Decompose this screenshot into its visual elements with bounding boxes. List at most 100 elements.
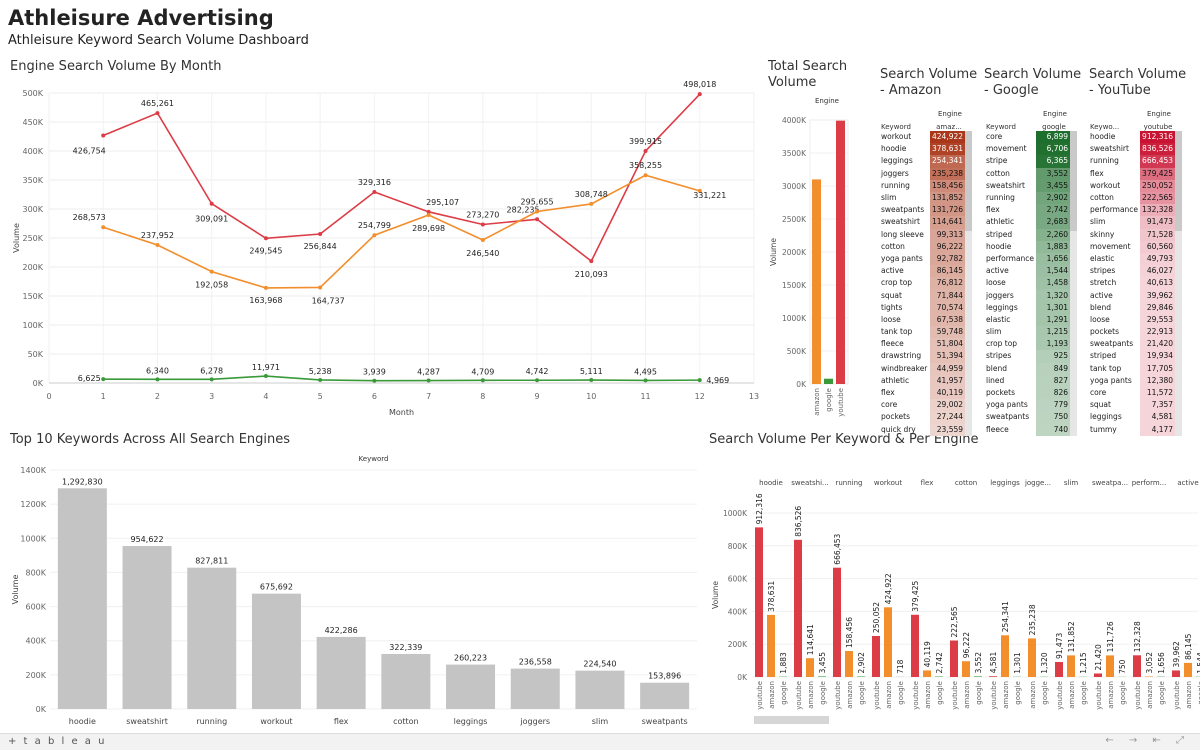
table-row[interactable]: slim 91,473 bbox=[1088, 216, 1176, 229]
google-scrollbar[interactable] bbox=[1070, 131, 1078, 436]
total-volume-chart[interactable]: Engine 0K 500K 1000K 1500K 2000K 2500K 3000K 350… bbox=[762, 92, 862, 422]
table-row[interactable]: squat 71,844 bbox=[879, 289, 966, 302]
table-row[interactable]: flex 2,742 bbox=[984, 204, 1071, 217]
table-row[interactable]: flex 379,425 bbox=[1088, 167, 1176, 180]
keyword-cell: slim bbox=[986, 327, 1002, 337]
table-row[interactable]: movement 60,560 bbox=[1088, 240, 1176, 253]
table-row[interactable]: performance 132,328 bbox=[1088, 204, 1176, 217]
table-row[interactable]: movement 6,706 bbox=[984, 143, 1071, 156]
amazon-data-label: 163,968 bbox=[249, 296, 282, 305]
table-row[interactable]: running 2,902 bbox=[984, 191, 1071, 205]
value-cell: 19,934 bbox=[1140, 350, 1176, 363]
table-row[interactable]: crop top 76,812 bbox=[879, 277, 966, 290]
table-row[interactable]: sweatshirt 836,526 bbox=[1088, 143, 1176, 156]
table-row[interactable]: leggings 254,341 bbox=[879, 155, 966, 168]
table-row[interactable]: pockets 27,244 bbox=[879, 411, 966, 424]
google-data-label: 6,625 bbox=[78, 374, 101, 383]
youtube-heat-table[interactable]: Engine Keywo... youtube hoodie 912,316 swe… bbox=[1088, 110, 1183, 436]
table-row[interactable]: slim 1,215 bbox=[984, 326, 1071, 339]
table-row[interactable]: loose 29,553 bbox=[1088, 313, 1176, 326]
table-row[interactable]: hoodie 1,883 bbox=[984, 240, 1071, 253]
table-row[interactable]: running 158,456 bbox=[879, 179, 966, 192]
table-row[interactable]: sweatpants 131,726 bbox=[879, 204, 966, 217]
table-row[interactable]: active 86,145 bbox=[879, 265, 966, 278]
table-row[interactable]: sweatshirt 114,641 bbox=[879, 216, 966, 229]
table-row[interactable]: athletic 2,683 bbox=[984, 216, 1071, 229]
value-cell: 29,553 bbox=[1140, 313, 1176, 326]
footer-navigation[interactable]: ← → ⇤ ⤢ bbox=[1105, 735, 1190, 746]
table-row[interactable]: fleece 740 bbox=[984, 423, 1071, 436]
amazon-scrollbar[interactable] bbox=[965, 131, 973, 436]
keyword-cell: yoga pants bbox=[986, 400, 1028, 410]
table-row[interactable]: stripes 925 bbox=[984, 350, 1071, 363]
table-row[interactable]: yoga pants 779 bbox=[984, 399, 1071, 412]
table-row[interactable]: hoodie 378,631 bbox=[879, 143, 966, 156]
table-row[interactable]: yoga pants 92,782 bbox=[879, 252, 966, 266]
per-keyword-bar-chart[interactable]: 0K 200K 400K 600K 800K 1000K Volume 912,316 yout… bbox=[700, 450, 1200, 733]
google-data-label: 4,287 bbox=[417, 368, 440, 377]
amazon-bar bbox=[1106, 655, 1114, 677]
table-row[interactable]: drawstring 51,394 bbox=[879, 350, 966, 363]
keyword-cell: joggers bbox=[881, 168, 909, 178]
table-row[interactable]: slim 131,852 bbox=[879, 191, 966, 205]
table-row[interactable]: stripe 6,365 bbox=[984, 155, 1071, 168]
table-row[interactable]: athletic 41,957 bbox=[879, 374, 966, 387]
top10-chart-title: Top 10 Keywords Across All Search Engine… bbox=[10, 432, 291, 447]
table-row[interactable]: flex 40,119 bbox=[879, 386, 966, 400]
table-row[interactable]: running 666,453 bbox=[1088, 155, 1176, 168]
table-row[interactable]: stripes 46,027 bbox=[1088, 265, 1176, 278]
monthly-line-chart[interactable]: 0K 50K 100K 150K 200K 250K 300K 350K 400K 450K 500… bbox=[0, 78, 762, 418]
table-row[interactable]: performance 1,656 bbox=[984, 252, 1071, 266]
table-row[interactable]: tank top 17,705 bbox=[1088, 362, 1176, 375]
amazon-data-label: 358,255 bbox=[629, 161, 662, 170]
table-row[interactable]: sweatshirt 3,455 bbox=[984, 179, 1071, 192]
table-row[interactable]: cotton 222,565 bbox=[1088, 191, 1176, 205]
table-row[interactable]: loose 1,458 bbox=[984, 277, 1071, 290]
table-row[interactable]: pockets 22,913 bbox=[1088, 326, 1176, 339]
table-row[interactable]: elastic 49,793 bbox=[1088, 252, 1176, 266]
google-heat-table[interactable]: Engine Keyword google core 6,899 movement 6… bbox=[984, 110, 1078, 436]
table-row[interactable]: loose 67,538 bbox=[879, 313, 966, 326]
amazon-heat-table[interactable]: Engine Keyword amaz... workout 424,922 hoo… bbox=[879, 110, 973, 436]
table-row[interactable]: sweatpants 21,420 bbox=[1088, 338, 1176, 351]
table-row[interactable]: striped 19,934 bbox=[1088, 350, 1176, 363]
top10-bar-chart[interactable]: Keyword 0K 200K 400K 600K 800K 1000K 1200K 1400K… bbox=[0, 450, 700, 733]
table-row[interactable]: tank top 59,748 bbox=[879, 326, 966, 339]
table-row[interactable]: lined 827 bbox=[984, 374, 1071, 387]
table-row[interactable]: workout 250,052 bbox=[1088, 179, 1176, 192]
table-row[interactable]: cotton 3,552 bbox=[984, 167, 1071, 180]
table-row[interactable]: yoga pants 12,380 bbox=[1088, 374, 1176, 387]
table-row[interactable]: cotton 96,222 bbox=[879, 240, 966, 253]
table-row[interactable]: workout 424,922 bbox=[879, 131, 966, 144]
table-row[interactable]: active 1,544 bbox=[984, 265, 1071, 278]
table-row[interactable]: elastic 1,291 bbox=[984, 313, 1071, 326]
table-row[interactable]: sweatpants 750 bbox=[984, 411, 1071, 424]
table-row[interactable]: windbreaker 44,959 bbox=[879, 362, 966, 375]
keyword-cell: stretch bbox=[1090, 278, 1117, 288]
table-row[interactable]: core 29,002 bbox=[879, 399, 966, 412]
table-row[interactable]: quick dry 23,559 bbox=[879, 423, 966, 436]
table-row[interactable]: joggers 235,238 bbox=[879, 167, 966, 180]
table-row[interactable]: leggings 1,301 bbox=[984, 301, 1071, 314]
table-row[interactable]: blend 29,846 bbox=[1088, 301, 1176, 314]
table-row[interactable]: blend 849 bbox=[984, 362, 1071, 375]
table-row[interactable]: hoodie 912,316 bbox=[1088, 131, 1176, 144]
table-row[interactable]: tummy 4,177 bbox=[1088, 423, 1176, 436]
table-row[interactable]: striped 2,260 bbox=[984, 228, 1071, 241]
table-row[interactable]: core 11,572 bbox=[1088, 386, 1176, 400]
table-row[interactable]: core 6,899 bbox=[984, 131, 1071, 144]
table-row[interactable]: squat 7,357 bbox=[1088, 399, 1176, 412]
table-row[interactable]: active 39,962 bbox=[1088, 289, 1176, 302]
keyword-cell: hoodie bbox=[1090, 132, 1116, 142]
table-row[interactable]: pockets 826 bbox=[984, 386, 1071, 400]
table-row[interactable]: fleece 51,804 bbox=[879, 338, 966, 351]
table-row[interactable]: tights 70,574 bbox=[879, 301, 966, 314]
table-row[interactable]: crop top 1,193 bbox=[984, 338, 1071, 351]
engine-label: youtube bbox=[795, 681, 803, 710]
table-row[interactable]: long sleeve 99,313 bbox=[879, 228, 966, 241]
youtube-scrollbar[interactable] bbox=[1175, 131, 1183, 436]
table-row[interactable]: stretch 40,613 bbox=[1088, 277, 1176, 290]
table-row[interactable]: joggers 1,320 bbox=[984, 289, 1071, 302]
table-row[interactable]: skinny 71,528 bbox=[1088, 228, 1176, 241]
table-row[interactable]: leggings 4,581 bbox=[1088, 411, 1176, 424]
